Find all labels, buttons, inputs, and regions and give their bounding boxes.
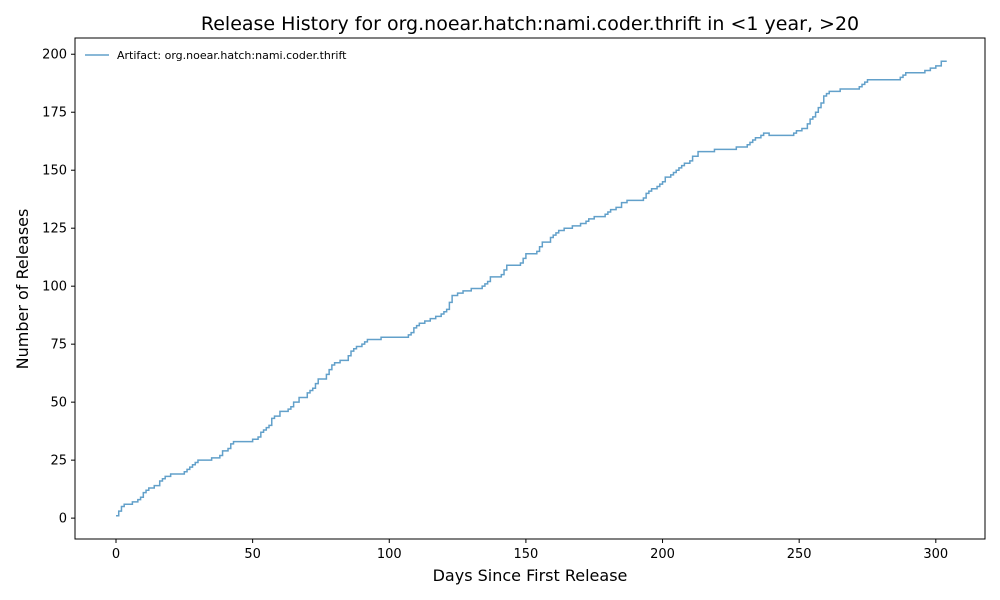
y-tick-label: 50 (50, 396, 67, 411)
y-tick-label: 150 (42, 164, 67, 179)
y-tick-label: 200 (42, 48, 67, 63)
x-tick-label: 50 (244, 547, 261, 562)
y-tick-label: 25 (50, 454, 67, 469)
y-axis-label: Number of Releases (13, 209, 32, 370)
series-line-0 (115, 60, 947, 517)
x-axis: 0 50 100 150 200 250 300 (112, 539, 948, 562)
x-tick-label: 0 (112, 547, 120, 562)
legend: Artifact: org.noear.hatch:nami.coder.thr… (85, 49, 347, 62)
x-tick-label: 200 (650, 547, 675, 562)
x-axis-label: Days Since First Release (433, 566, 628, 585)
chart-title: Release History for org.noear.hatch:nami… (201, 13, 859, 35)
y-tick-label: 75 (50, 338, 67, 353)
y-tick-label: 100 (42, 280, 67, 295)
y-tick-label: 125 (42, 222, 67, 237)
x-tick-label: 300 (923, 547, 948, 562)
x-tick-label: 150 (513, 547, 538, 562)
x-tick-label: 100 (377, 547, 402, 562)
legend-label: Artifact: org.noear.hatch:nami.coder.thr… (117, 49, 347, 62)
x-tick-label: 250 (787, 547, 812, 562)
y-tick-label: 0 (59, 512, 67, 527)
axes-frame (74, 37, 986, 540)
plot-area (115, 60, 947, 517)
y-tick-label: 175 (42, 106, 67, 121)
y-axis: 0 25 50 75 100 125 150 175 200 (42, 48, 75, 527)
